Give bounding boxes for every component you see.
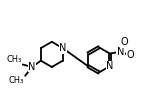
- Text: CH₃: CH₃: [9, 76, 24, 85]
- Text: CH₃: CH₃: [6, 55, 22, 64]
- Text: N: N: [28, 62, 36, 72]
- Text: O: O: [126, 51, 134, 60]
- Text: N: N: [117, 47, 124, 57]
- Text: O: O: [121, 37, 128, 47]
- Text: N: N: [106, 61, 113, 71]
- Text: N: N: [59, 43, 66, 53]
